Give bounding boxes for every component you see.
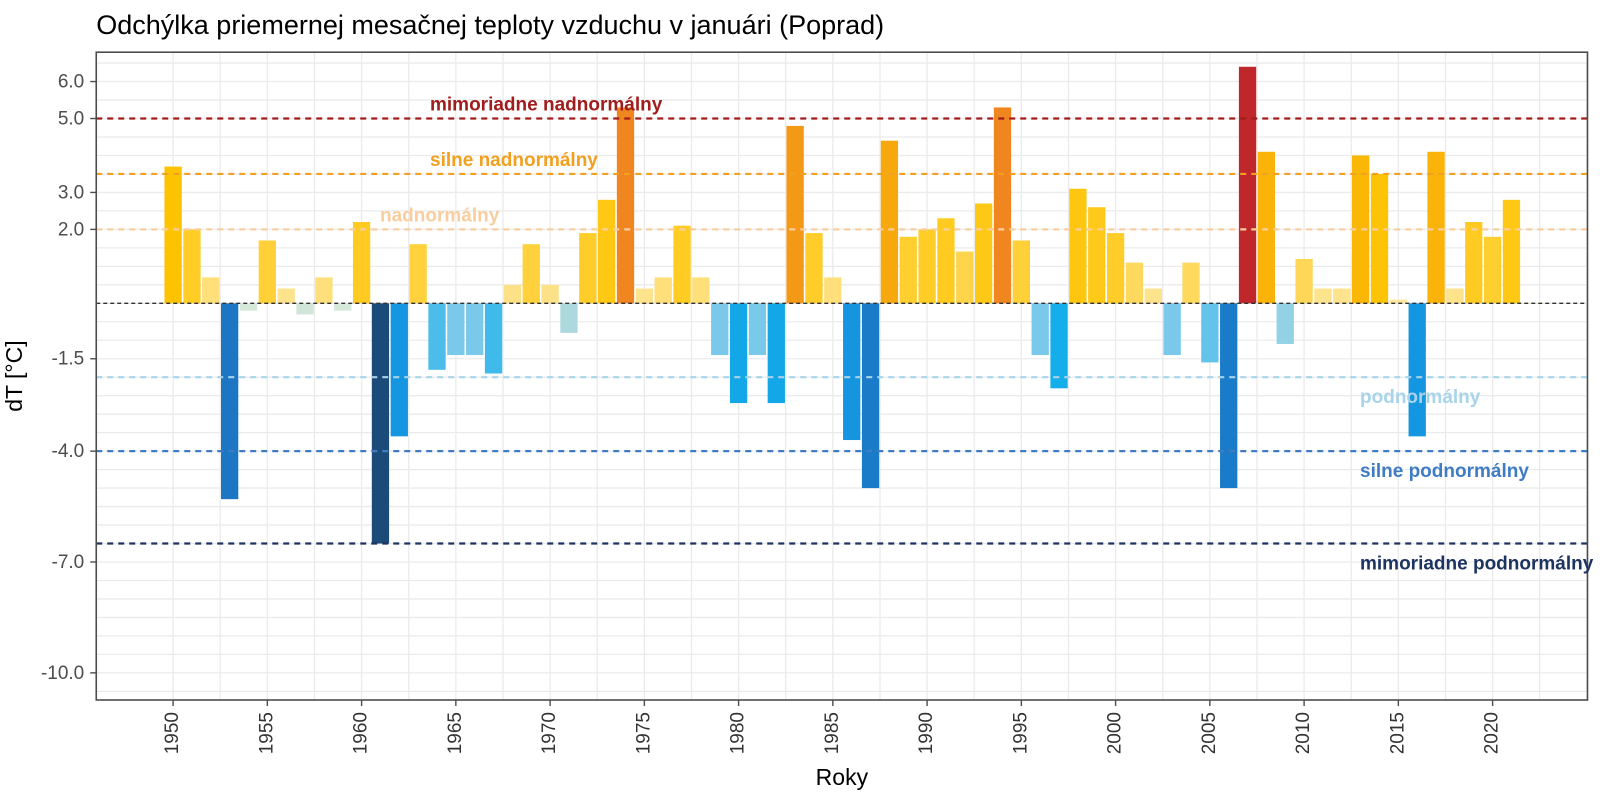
svg-text:5.0: 5.0	[58, 109, 84, 130]
svg-text:1980: 1980	[728, 712, 749, 754]
svg-text:Roky: Roky	[816, 764, 869, 790]
svg-text:-4.0: -4.0	[52, 441, 85, 462]
svg-text:mimoriadne podnormálny: mimoriadne podnormálny	[1360, 554, 1594, 575]
svg-text:2015: 2015	[1387, 712, 1408, 754]
svg-text:2005: 2005	[1199, 712, 1220, 754]
svg-text:1970: 1970	[539, 712, 560, 754]
svg-text:2.0: 2.0	[58, 219, 84, 240]
svg-text:mimoriadne nadnormálny: mimoriadne nadnormálny	[430, 95, 663, 116]
svg-text:1960: 1960	[351, 712, 372, 754]
svg-text:Odchýlka priemernej mesačnej t: Odchýlka priemernej mesačnej teploty vzd…	[96, 10, 884, 40]
svg-text:6.0: 6.0	[58, 72, 84, 93]
svg-text:1975: 1975	[633, 712, 654, 754]
svg-text:dT [°C]: dT [°C]	[1, 340, 27, 411]
svg-text:1990: 1990	[916, 712, 937, 754]
svg-text:nadnormálny: nadnormálny	[380, 205, 500, 226]
svg-text:2020: 2020	[1482, 712, 1503, 754]
svg-text:1995: 1995	[1010, 712, 1031, 754]
svg-text:1950: 1950	[162, 712, 183, 754]
svg-text:2010: 2010	[1293, 712, 1314, 754]
svg-text:1965: 1965	[445, 712, 466, 754]
svg-text:-1.5: -1.5	[52, 349, 85, 370]
svg-text:silne podnormálny: silne podnormálny	[1360, 461, 1529, 482]
svg-text:-7.0: -7.0	[52, 552, 85, 573]
svg-text:-10.0: -10.0	[41, 663, 84, 684]
svg-text:2000: 2000	[1105, 712, 1126, 754]
svg-text:3.0: 3.0	[58, 182, 84, 203]
svg-text:1955: 1955	[256, 712, 277, 754]
svg-text:podnormálny: podnormálny	[1360, 387, 1481, 408]
svg-text:1985: 1985	[822, 712, 843, 754]
svg-text:silne nadnormálny: silne nadnormálny	[430, 150, 598, 171]
